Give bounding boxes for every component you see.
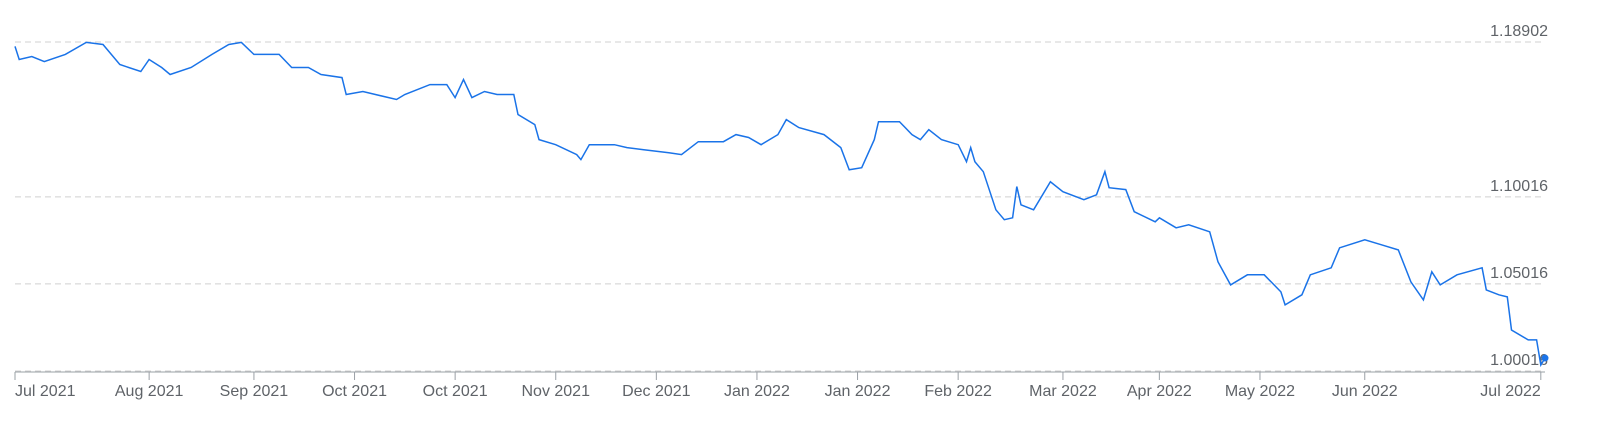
x-tick-label: Feb 2022 bbox=[924, 383, 992, 400]
end-point bbox=[1541, 354, 1549, 362]
x-tick-label: Jul 2021 bbox=[15, 383, 76, 400]
y-tick-label: 1.05016 bbox=[1490, 265, 1548, 282]
x-tick-label: Oct 2021 bbox=[322, 383, 387, 400]
line-series bbox=[14, 41, 1546, 368]
x-tick-label: Aug 2021 bbox=[115, 383, 184, 400]
x-tick-label: Oct 2021 bbox=[423, 383, 488, 400]
x-tick-label: Apr 2022 bbox=[1127, 383, 1192, 400]
y-tick-label: 1.18902 bbox=[1490, 23, 1548, 40]
x-tick-label: Dec 2021 bbox=[622, 383, 691, 400]
x-tick-label: Jul 2022 bbox=[1480, 383, 1541, 400]
x-tick-label: May 2022 bbox=[1225, 383, 1295, 400]
x-tick-label: Nov 2021 bbox=[521, 383, 590, 400]
x-tick-label: Jan 2022 bbox=[724, 383, 790, 400]
x-tick-label: Jun 2022 bbox=[1332, 383, 1398, 400]
x-tick-label: Mar 2022 bbox=[1029, 383, 1097, 400]
y-tick-label: 1.00016 bbox=[1490, 352, 1548, 369]
x-tick-label: Sep 2021 bbox=[220, 383, 289, 400]
y-tick-label: 1.10016 bbox=[1490, 178, 1548, 195]
x-tick-label: Jan 2022 bbox=[825, 383, 891, 400]
